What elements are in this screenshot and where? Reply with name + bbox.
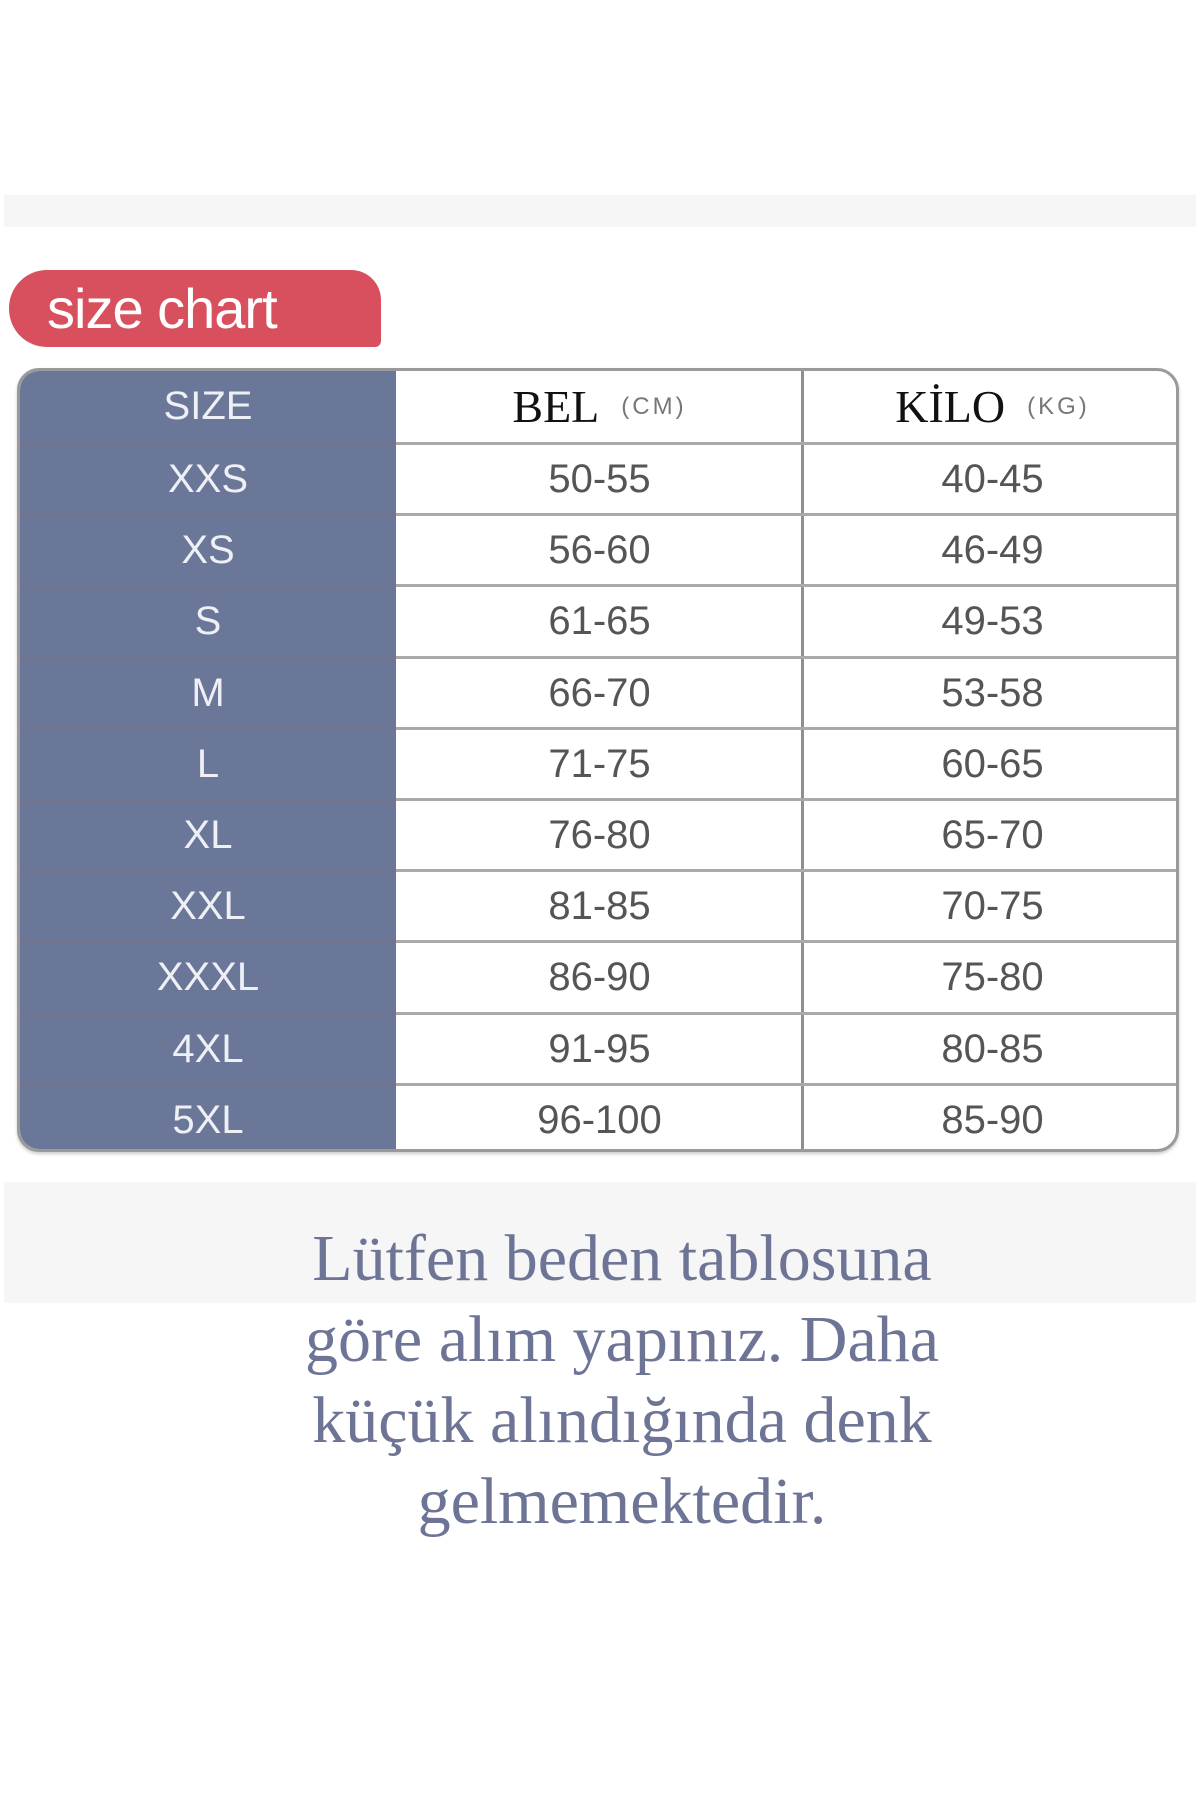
table-row: S 61-65 49-53 [20, 586, 1176, 657]
kilo-cell: 70-75 [941, 884, 1044, 929]
size-row-divider [20, 941, 396, 944]
kilo-cell: 46-49 [941, 528, 1044, 573]
table-row: XXL 81-85 70-75 [20, 871, 1176, 942]
bel-cell: 61-65 [548, 599, 651, 644]
kilo-cell: 40-45 [941, 457, 1044, 501]
note-line: göre alım yapınız. Daha [304, 1303, 940, 1376]
bel-cell: 50-55 [548, 457, 651, 501]
size-row-divider [20, 1012, 396, 1015]
size-row-divider [20, 727, 396, 730]
kilo-cell: 85-90 [941, 1097, 1044, 1142]
size-cell: 4XL [172, 1026, 244, 1071]
header-bel-unit: (CM) [621, 392, 687, 420]
bel-cell: 96-100 [537, 1097, 662, 1142]
size-row-divider [20, 585, 396, 588]
header-bel: BEL (CM) [396, 371, 803, 442]
row-divider [396, 869, 1176, 873]
note-line: Lütfen beden tablosuna [312, 1222, 932, 1295]
header-kilo-unit: (KG) [1027, 392, 1090, 420]
table-row: 5XL 96-100 85-90 [20, 1085, 1176, 1149]
top-band [4, 195, 1196, 227]
kilo-cell: 60-65 [941, 741, 1044, 786]
column-divider [801, 371, 804, 1149]
size-cell: XXS [167, 457, 249, 501]
row-divider [396, 655, 1176, 659]
kilo-cell: 53-58 [941, 670, 1044, 715]
row-divider [396, 726, 1176, 730]
size-column-bg [20, 371, 396, 1149]
table-row: XS 56-60 46-49 [20, 515, 1176, 586]
row-divider [396, 798, 1176, 801]
kilo-cell: 80-85 [941, 1026, 1044, 1071]
header-kilo-label: KİLO [895, 381, 1006, 432]
table-row: M 66-70 53-58 [20, 658, 1176, 729]
table-row: XXS 50-55 40-45 [20, 444, 1176, 515]
row-divider [396, 1011, 1176, 1015]
bel-cell: 71-75 [548, 741, 651, 786]
size-cell: L [196, 741, 220, 786]
row-divider [396, 1082, 1176, 1086]
row-divider [396, 513, 1176, 517]
size-row-divider [20, 870, 396, 873]
row-divider [396, 442, 1176, 445]
table-row: L 71-75 60-65 [20, 729, 1176, 800]
size-table: SIZE BEL (CM) KİLO (KG) XXS 50-55 40-45 XS… [17, 368, 1179, 1152]
header-kilo: KİLO (KG) [803, 371, 1176, 442]
note-band [4, 1182, 1196, 1303]
row-divider [396, 940, 1176, 944]
kilo-cell: 65-70 [941, 813, 1044, 857]
size-row-divider [20, 799, 396, 801]
bel-cell: 86-90 [548, 955, 651, 1000]
size-row-divider [20, 443, 396, 445]
kilo-cell: 75-80 [941, 955, 1044, 1000]
note-line: gelmemektedir. [417, 1465, 827, 1538]
bel-cell: 56-60 [548, 528, 651, 573]
kilo-cell: 49-53 [941, 599, 1044, 644]
header-bel-label: BEL [512, 381, 600, 432]
size-row-divider [20, 514, 396, 517]
table-header: SIZE BEL (CM) KİLO (KG) [20, 371, 1176, 442]
bel-cell: 66-70 [548, 670, 651, 715]
header-size: SIZE [163, 384, 253, 428]
bel-cell: 91-95 [548, 1026, 651, 1071]
note-line: küçük alındığında denk [312, 1384, 932, 1457]
size-cell: XXL [170, 884, 246, 929]
size-cell: XS [181, 528, 235, 573]
size-cell: XXXL [156, 955, 260, 1000]
size-cell: XL [183, 813, 233, 857]
table-row: XL 76-80 65-70 [20, 800, 1176, 871]
table-row: XXXL 86-90 75-80 [20, 942, 1176, 1013]
size-cell: 5XL [172, 1097, 244, 1142]
bel-cell: 76-80 [548, 813, 651, 857]
bel-cell: 81-85 [548, 884, 651, 929]
size-chart-badge: size chart [9, 270, 381, 347]
size-cell: M [191, 670, 225, 715]
row-divider [396, 584, 1176, 588]
size-row-divider [20, 1083, 396, 1086]
size-cell: S [194, 599, 222, 644]
table-row: 4XL 91-95 80-85 [20, 1014, 1176, 1085]
size-row-divider [20, 656, 396, 659]
size-note: Lütfen beden tablosuna göre alım yapınız… [0, 1218, 1200, 1542]
